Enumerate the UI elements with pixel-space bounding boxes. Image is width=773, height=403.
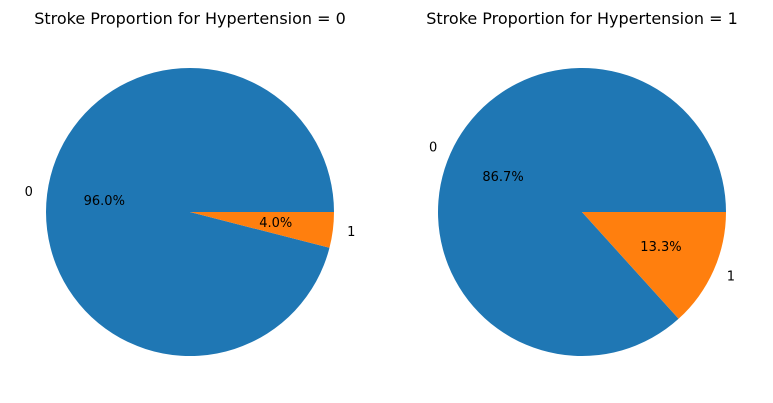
pie-labels: 0 96.0% 1 4.0% — [25, 185, 356, 240]
percent-label: 86.7% — [482, 170, 523, 185]
pie-slices — [46, 68, 335, 357]
chart-title: Stroke Proportion for Hypertension = 0 — [34, 9, 346, 28]
category-label: 1 — [347, 225, 355, 240]
pie-slice-1 — [582, 212, 726, 319]
pie-slice-0 — [438, 68, 726, 357]
percent-label: 96.0% — [84, 194, 125, 209]
chart-title: Stroke Proportion for Hypertension = 1 — [426, 9, 738, 28]
percent-label: 13.3% — [640, 240, 681, 255]
pie-slices — [438, 68, 726, 357]
percent-label: 4.0% — [259, 216, 292, 231]
pie-slice-1 — [190, 212, 334, 248]
category-label: 0 — [25, 185, 33, 200]
pie-chart-1: Stroke Proportion for Hypertension = 0 0… — [25, 9, 356, 357]
pie-chart-2: Stroke Proportion for Hypertension = 1 0… — [426, 9, 738, 357]
category-label: 1 — [727, 269, 735, 284]
pie-slice-0 — [46, 68, 335, 357]
pie-labels: 0 86.7% 1 13.3% — [429, 141, 735, 285]
category-label: 0 — [429, 141, 437, 156]
